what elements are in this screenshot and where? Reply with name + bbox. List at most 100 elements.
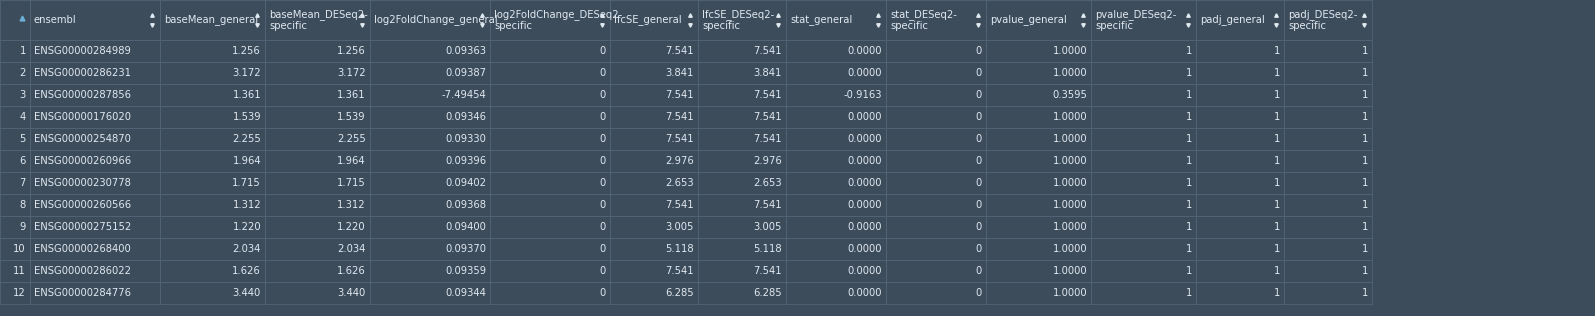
Bar xyxy=(609,238,699,260)
Bar xyxy=(1196,150,1284,172)
Bar xyxy=(1091,172,1196,194)
Text: 2: 2 xyxy=(19,68,26,78)
Text: 2.653: 2.653 xyxy=(665,178,694,188)
Text: 1: 1 xyxy=(1274,134,1281,144)
Text: 1: 1 xyxy=(1185,266,1191,276)
Text: 0.0000: 0.0000 xyxy=(847,200,882,210)
Text: 1.964: 1.964 xyxy=(338,156,365,166)
Text: 1.361: 1.361 xyxy=(338,90,365,100)
Bar xyxy=(265,282,370,304)
Text: 5: 5 xyxy=(19,134,26,144)
Bar xyxy=(609,62,699,84)
Text: 1: 1 xyxy=(1185,178,1191,188)
Bar xyxy=(1091,282,1196,304)
Bar xyxy=(265,216,370,238)
Bar xyxy=(1284,282,1372,304)
Bar xyxy=(885,84,986,106)
Bar xyxy=(490,128,609,150)
Text: 0: 0 xyxy=(976,222,983,232)
Bar xyxy=(1196,238,1284,260)
Bar xyxy=(786,62,885,84)
Bar xyxy=(1091,84,1196,106)
Text: ensembl: ensembl xyxy=(33,15,77,25)
Text: 1: 1 xyxy=(1185,200,1191,210)
Text: 3.172: 3.172 xyxy=(233,68,262,78)
Bar xyxy=(265,172,370,194)
Text: 1: 1 xyxy=(1274,222,1281,232)
Text: 0.09387: 0.09387 xyxy=(445,68,486,78)
Bar xyxy=(370,282,490,304)
Bar xyxy=(30,128,160,150)
Text: -7.49454: -7.49454 xyxy=(442,90,486,100)
Text: ENSG00000286022: ENSG00000286022 xyxy=(33,266,131,276)
Text: ENSG00000284989: ENSG00000284989 xyxy=(33,46,131,56)
Text: 3.172: 3.172 xyxy=(338,68,365,78)
Bar xyxy=(699,62,786,84)
Text: lfcSE_DESeq2-
specific: lfcSE_DESeq2- specific xyxy=(702,9,774,31)
Bar xyxy=(986,282,1091,304)
Text: 1: 1 xyxy=(1185,90,1191,100)
Text: 2.976: 2.976 xyxy=(753,156,782,166)
Bar xyxy=(490,238,609,260)
Text: 1: 1 xyxy=(19,46,26,56)
Bar xyxy=(699,238,786,260)
Text: 1: 1 xyxy=(1185,222,1191,232)
Text: 5.118: 5.118 xyxy=(665,244,694,254)
Text: 2.034: 2.034 xyxy=(338,244,365,254)
Text: 0.0000: 0.0000 xyxy=(847,288,882,298)
Bar xyxy=(0,260,30,282)
Bar xyxy=(1284,128,1372,150)
Text: 1.0000: 1.0000 xyxy=(1053,134,1088,144)
Bar xyxy=(986,0,1091,40)
Bar xyxy=(370,172,490,194)
Bar xyxy=(1196,282,1284,304)
Bar xyxy=(370,84,490,106)
Text: 1: 1 xyxy=(1274,156,1281,166)
Text: 0.0000: 0.0000 xyxy=(847,156,882,166)
Text: 1: 1 xyxy=(1185,134,1191,144)
Bar xyxy=(370,216,490,238)
Text: 5.118: 5.118 xyxy=(753,244,782,254)
Text: 7.541: 7.541 xyxy=(665,46,694,56)
Bar xyxy=(265,128,370,150)
Text: 7.541: 7.541 xyxy=(665,112,694,122)
Text: 7: 7 xyxy=(19,178,26,188)
Bar xyxy=(30,62,160,84)
Text: stat_DESeq2-
specific: stat_DESeq2- specific xyxy=(890,9,957,31)
Bar xyxy=(490,106,609,128)
Bar xyxy=(370,150,490,172)
Bar xyxy=(30,0,160,40)
Text: 0: 0 xyxy=(976,156,983,166)
Bar xyxy=(986,84,1091,106)
Bar xyxy=(30,40,160,62)
Bar xyxy=(786,238,885,260)
Bar xyxy=(1284,84,1372,106)
Bar xyxy=(265,40,370,62)
Text: 1.0000: 1.0000 xyxy=(1053,178,1088,188)
Bar xyxy=(0,128,30,150)
Bar xyxy=(30,194,160,216)
Bar xyxy=(1196,62,1284,84)
Bar xyxy=(160,238,265,260)
Text: 0.0000: 0.0000 xyxy=(847,178,882,188)
Bar xyxy=(885,40,986,62)
Bar xyxy=(265,194,370,216)
Bar xyxy=(30,106,160,128)
Text: 1: 1 xyxy=(1185,46,1191,56)
Text: 1: 1 xyxy=(1362,68,1369,78)
Text: 1: 1 xyxy=(1362,112,1369,122)
Bar xyxy=(490,216,609,238)
Bar xyxy=(609,260,699,282)
Text: 0: 0 xyxy=(600,288,606,298)
Bar xyxy=(609,216,699,238)
Text: 1: 1 xyxy=(1185,68,1191,78)
Text: 0.0000: 0.0000 xyxy=(847,134,882,144)
Bar xyxy=(986,238,1091,260)
Text: 1.715: 1.715 xyxy=(337,178,365,188)
Text: 0: 0 xyxy=(976,178,983,188)
Bar xyxy=(1284,62,1372,84)
Bar xyxy=(1091,260,1196,282)
Text: 1.256: 1.256 xyxy=(233,46,262,56)
Bar xyxy=(160,260,265,282)
Text: 6: 6 xyxy=(19,156,26,166)
